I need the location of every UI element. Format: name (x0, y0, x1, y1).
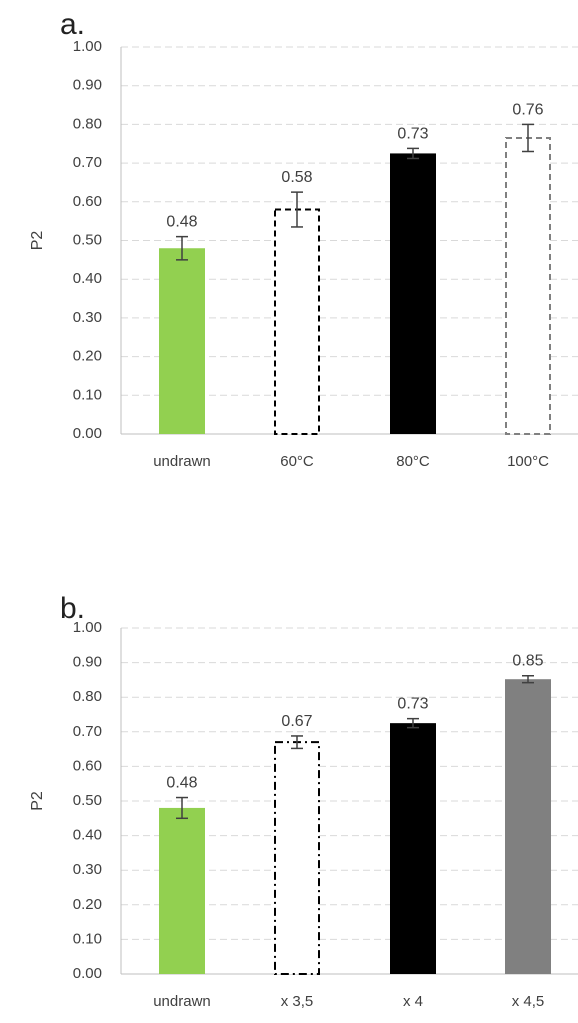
bar-0 (159, 248, 205, 434)
error-bar (176, 235, 188, 261)
error-bar (291, 735, 303, 750)
bar-3 (505, 679, 551, 974)
y-tick-label: 0.00 (73, 965, 102, 982)
data-label: 0.73 (397, 125, 428, 142)
y-tick-label: 0.40 (73, 270, 102, 287)
x-tick-label: x 4,5 (512, 993, 545, 1010)
y-axis-label: P2 (29, 791, 46, 811)
y-tick-label: 0.30 (73, 309, 102, 326)
y-tick-label: 0.60 (73, 757, 102, 774)
data-label: 0.48 (166, 775, 197, 792)
x-tick-label: 60°C (280, 453, 314, 470)
y-tick-label: 0.90 (73, 654, 102, 671)
x-tick-label: x 3,5 (281, 993, 314, 1010)
data-label: 0.73 (397, 696, 428, 713)
y-tick-label: 1.00 (73, 619, 102, 636)
y-tick-label: 1.00 (73, 38, 102, 55)
chart-panel-b: b. 0.00 0.10 0.20 0.30 0.40 0.50 0.60 0.70 0.80 0.… (29, 592, 578, 1010)
x-tick-label: undrawn (153, 453, 211, 470)
bar-1 (274, 741, 320, 975)
y-tick-label: 0.10 (73, 930, 102, 947)
y-tick-label: 0.00 (73, 425, 102, 442)
data-label: 0.85 (512, 653, 543, 670)
error-bar (407, 717, 419, 729)
bar-3 (505, 136, 551, 435)
y-tick-label: 0.90 (73, 77, 102, 94)
y-tick-label: 0.20 (73, 348, 102, 365)
chart-panel-a: a. 0.00 0.10 0.20 0.30 0.40 0.50 0.60 0.70 0.80 0.… (29, 8, 578, 470)
y-tick-label: 0.70 (73, 723, 102, 740)
bar-0 (159, 807, 205, 974)
y-tick-label: 0.70 (73, 154, 102, 171)
y-tick-label: 0.60 (73, 193, 102, 210)
panel-label: a. (60, 8, 85, 41)
error-bar (522, 674, 534, 684)
y-tick-label: 0.50 (73, 231, 102, 248)
error-bar (291, 191, 303, 228)
y-tick-label: 0.80 (73, 688, 102, 705)
data-label: 0.76 (512, 101, 543, 118)
bar-2 (390, 153, 436, 435)
y-tick-label: 0.10 (73, 386, 102, 403)
panel-label: b. (60, 592, 85, 625)
x-tick-label: 80°C (396, 453, 430, 470)
x-tick-label: x 4 (403, 993, 423, 1010)
y-tick-label: 0.80 (73, 115, 102, 132)
y-tick-label: 0.20 (73, 896, 102, 913)
x-tick-label: undrawn (153, 993, 211, 1010)
x-tick-label: 100°C (507, 453, 549, 470)
y-axis-label: P2 (29, 231, 46, 251)
error-bar (522, 123, 534, 153)
data-label: 0.58 (281, 169, 312, 186)
bar-2 (390, 723, 436, 974)
bar-1 (274, 208, 320, 435)
data-label: 0.67 (281, 713, 312, 730)
data-label: 0.48 (166, 214, 197, 231)
y-tick-label: 0.50 (73, 792, 102, 809)
y-tick-label: 0.30 (73, 861, 102, 878)
error-bar (176, 796, 188, 820)
error-bar (407, 147, 419, 160)
y-tick-label: 0.40 (73, 827, 102, 844)
